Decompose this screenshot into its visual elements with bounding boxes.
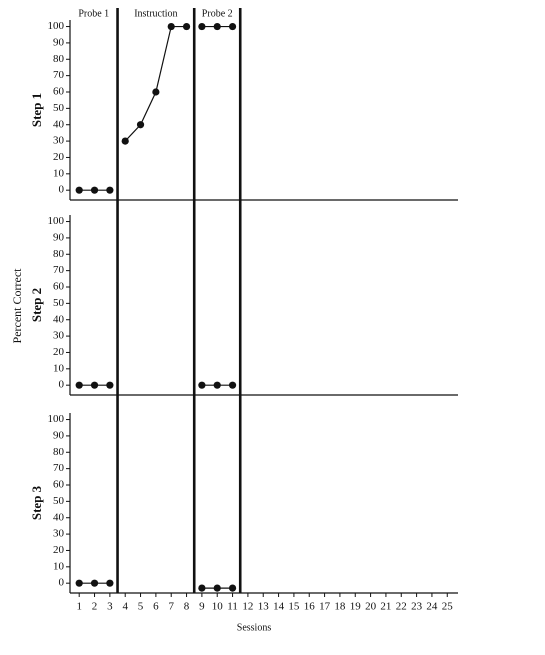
x-tick-label: 10 (212, 601, 224, 613)
x-tick-label: 21 (380, 601, 391, 613)
panel-title: Step 3 (29, 485, 44, 520)
y-tick-label: 80 (53, 446, 65, 458)
data-point (106, 579, 114, 587)
x-tick-label: 22 (396, 601, 407, 613)
data-point (75, 579, 83, 587)
data-point (75, 381, 83, 389)
data-point (90, 579, 99, 587)
x-tick-label: 5 (138, 601, 144, 613)
data-point (106, 186, 114, 194)
data-point (228, 381, 237, 389)
y-tick-label: 0 (59, 577, 65, 589)
y-tick-label: 10 (53, 362, 65, 374)
y-tick-label: 60 (53, 479, 65, 491)
x-tick-label: 2 (92, 601, 98, 613)
data-point (213, 584, 221, 592)
data-point (121, 137, 129, 145)
data-point (198, 381, 206, 389)
x-tick-label: 25 (442, 601, 454, 613)
y-tick-label: 70 (53, 462, 65, 474)
data-point (213, 381, 221, 389)
y-tick-label: 100 (48, 215, 65, 227)
x-tick-label: 16 (304, 601, 316, 613)
y-tick-label: 0 (59, 379, 65, 391)
panel-title: Step 1 (29, 93, 44, 127)
data-line (124, 25, 187, 142)
y-tick-label: 40 (53, 118, 65, 130)
y-tick-label: 70 (53, 69, 65, 81)
y-axis-label: Percent Correct (10, 268, 24, 344)
y-tick-label: 0 (59, 184, 65, 196)
x-tick-label: 4 (122, 601, 128, 613)
data-point (152, 88, 160, 96)
y-tick-label: 20 (53, 544, 65, 556)
x-tick-label: 7 (168, 601, 174, 613)
phase-label: Probe 1 (78, 8, 109, 19)
x-tick-label: 24 (426, 601, 438, 613)
y-tick-label: 80 (53, 53, 65, 65)
x-tick-label: 8 (184, 601, 190, 613)
y-tick-label: 50 (53, 102, 65, 114)
x-tick-label: 11 (227, 601, 238, 613)
x-tick-label: 1 (76, 601, 82, 613)
phase-label: Probe 2 (202, 8, 233, 19)
x-tick-label: 12 (242, 601, 253, 613)
x-tick-label: 3 (107, 601, 113, 613)
x-tick-label: 20 (365, 601, 377, 613)
data-point (167, 22, 175, 31)
x-tick-label: 15 (288, 601, 300, 613)
y-tick-label: 80 (53, 248, 65, 260)
y-tick-label: 20 (53, 151, 65, 163)
data-point (228, 22, 237, 31)
data-point (198, 22, 206, 31)
y-tick-label: 50 (53, 495, 65, 507)
y-tick-label: 60 (53, 86, 65, 98)
panel-title: Step 2 (29, 288, 44, 322)
y-tick-label: 100 (48, 20, 65, 32)
y-tick-label: 30 (53, 330, 65, 342)
phase-label: Instruction (134, 8, 177, 19)
y-tick-label: 90 (53, 231, 65, 243)
data-point (228, 584, 237, 592)
y-tick-label: 20 (53, 346, 65, 358)
data-point (182, 22, 191, 31)
y-tick-label: 90 (53, 429, 65, 441)
y-tick-label: 40 (53, 313, 65, 325)
y-tick-label: 30 (53, 135, 65, 147)
x-tick-label: 19 (350, 601, 362, 613)
y-tick-label: 30 (53, 528, 65, 540)
data-point (136, 121, 145, 129)
x-tick-label: 17 (319, 601, 331, 613)
x-tick-label: 14 (273, 601, 285, 613)
x-tick-label: 13 (258, 601, 270, 613)
data-point (75, 186, 83, 194)
y-tick-label: 90 (53, 36, 65, 48)
y-tick-label: 50 (53, 297, 65, 309)
x-tick-label: 6 (153, 601, 159, 613)
x-axis-label: Sessions (237, 622, 272, 633)
data-point (198, 584, 206, 592)
y-tick-label: 10 (53, 167, 65, 179)
y-tick-label: 60 (53, 281, 65, 293)
data-point (90, 186, 99, 194)
y-tick-label: 100 (48, 413, 65, 425)
data-point (106, 381, 114, 389)
y-tick-label: 10 (53, 560, 65, 572)
data-point (90, 381, 99, 389)
x-tick-label: 9 (199, 601, 205, 613)
y-tick-label: 40 (53, 511, 65, 523)
y-tick-label: 70 (53, 264, 65, 276)
x-tick-label: 18 (334, 601, 346, 613)
x-tick-label: 23 (411, 601, 423, 613)
data-point (213, 22, 221, 31)
